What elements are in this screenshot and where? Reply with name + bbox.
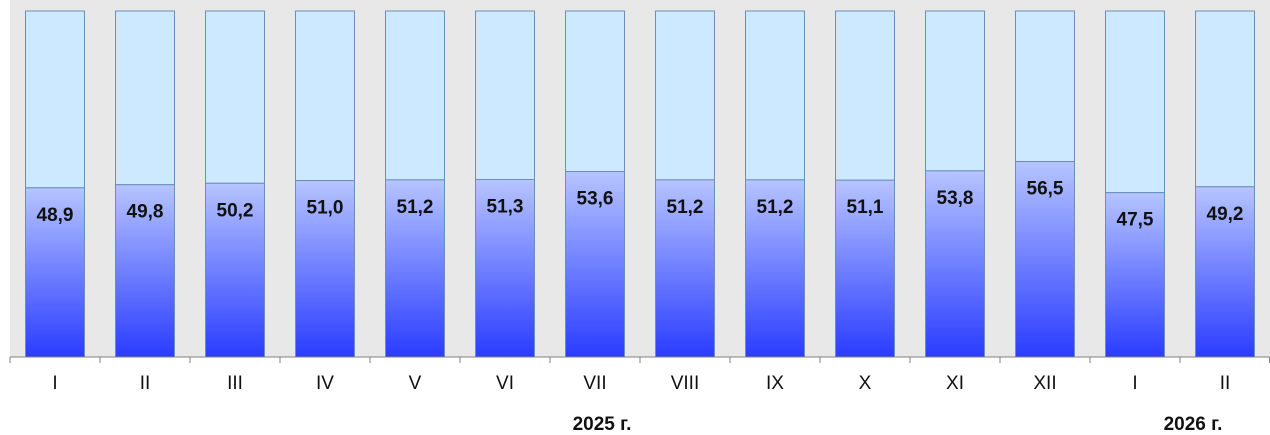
x-tick-label: VI (496, 373, 514, 394)
x-tick-label: VII (583, 373, 606, 394)
bars-group (25, 10, 1255, 358)
x-tick-label: IV (316, 373, 334, 394)
bar-value (475, 179, 535, 358)
bar-remainder (655, 10, 715, 181)
bar-remainder (385, 10, 445, 181)
bar-value (1105, 192, 1165, 358)
bar-value (655, 179, 715, 358)
data-label: 48,9 (37, 205, 74, 226)
x-tick-label: II (1220, 373, 1231, 394)
x-tick-label: X (859, 373, 872, 394)
x-tick-label: VIII (671, 373, 700, 394)
x-tick-label: III (227, 373, 243, 394)
data-label: 53,6 (577, 189, 614, 210)
bar-remainder (925, 10, 985, 172)
x-tick-label: II (140, 373, 151, 394)
bar-remainder (25, 10, 85, 189)
bar-remainder (115, 10, 175, 186)
bar-remainder (1195, 10, 1255, 188)
data-label: 51,2 (757, 197, 794, 218)
value-labels: 48,9 49,8 50,2 51,0 51,2 51,3 53,6 51,2 51,2 51,1… (37, 179, 1244, 231)
bar-value (835, 179, 895, 358)
data-label: 50,2 (217, 200, 254, 221)
year-label-2026: 2026 г. (1164, 414, 1223, 435)
bar-remainder (1105, 10, 1165, 194)
bar-value (925, 170, 985, 358)
data-label: 49,2 (1207, 204, 1244, 225)
x-tick-label: V (409, 373, 422, 394)
bar-value (25, 187, 85, 358)
data-label: 56,5 (1027, 179, 1064, 200)
data-label: 51,2 (397, 197, 434, 218)
bar-remainder (1015, 10, 1075, 163)
plot-area (10, 0, 1270, 357)
bar-value (1015, 161, 1075, 358)
bar-value (115, 184, 175, 358)
data-label: 53,8 (937, 188, 974, 209)
bar-value (205, 182, 265, 358)
bar-value (745, 179, 805, 358)
data-label: 51,2 (667, 197, 704, 218)
bar-remainder (475, 10, 535, 181)
bar-remainder (295, 10, 355, 182)
bar-value (385, 179, 445, 358)
data-label: 51,0 (307, 198, 344, 219)
year-label-2025: 2025 г. (573, 414, 632, 435)
x-tick-label: XII (1033, 373, 1056, 394)
bar-value (295, 180, 355, 358)
bar-remainder (205, 10, 265, 184)
x-tick-label: IX (766, 373, 784, 394)
bar-remainder (745, 10, 805, 181)
data-label: 47,5 (1117, 210, 1154, 231)
x-tick-label: XI (946, 373, 964, 394)
bar-value (565, 171, 625, 358)
x-tick-label: I (1132, 373, 1137, 394)
plot-background (10, 0, 1270, 357)
data-label: 51,1 (847, 197, 884, 218)
x-axis: I II III IV V VI VII VIII IX X XI XII I II (9, 356, 1270, 394)
bar-remainder (565, 10, 625, 173)
data-label: 51,3 (487, 197, 524, 218)
bar-value (1195, 186, 1255, 358)
bar-remainder (835, 10, 895, 181)
x-tick-label: I (52, 373, 57, 394)
data-label: 49,8 (127, 202, 164, 223)
